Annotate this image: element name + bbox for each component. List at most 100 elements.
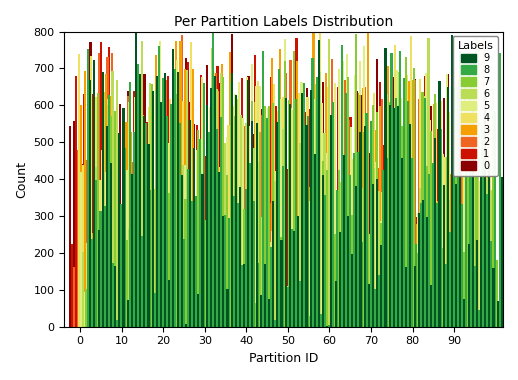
Bar — [160, 171, 162, 327]
Bar — [362, 242, 364, 327]
Bar — [461, 204, 463, 327]
Bar — [90, 55, 92, 327]
Bar — [442, 154, 444, 327]
Bar — [400, 279, 402, 327]
Bar — [123, 293, 126, 327]
Bar — [84, 289, 87, 327]
Bar — [477, 51, 479, 327]
Bar — [114, 111, 116, 327]
Bar — [295, 99, 297, 327]
Bar — [254, 102, 256, 327]
Bar — [437, 128, 439, 327]
Bar — [127, 97, 130, 327]
Bar — [141, 236, 143, 327]
Bar — [451, 35, 453, 327]
Bar — [133, 91, 135, 327]
Bar — [169, 217, 171, 327]
Bar — [289, 104, 291, 327]
Bar — [163, 264, 165, 327]
Bar — [418, 213, 420, 327]
Bar — [81, 256, 83, 327]
Bar — [346, 189, 348, 327]
Bar — [185, 58, 187, 327]
Bar — [322, 175, 324, 327]
Bar — [157, 242, 159, 327]
Bar — [306, 128, 308, 327]
Bar — [268, 299, 270, 327]
Bar — [239, 142, 241, 327]
Bar — [368, 153, 370, 327]
Bar — [84, 292, 87, 327]
Bar — [279, 220, 281, 327]
Bar — [487, 118, 489, 327]
Bar — [391, 52, 393, 327]
Bar — [452, 305, 454, 327]
Bar — [172, 223, 175, 327]
Bar — [203, 89, 205, 327]
Bar — [137, 64, 139, 327]
Bar — [138, 326, 140, 327]
Bar — [322, 82, 324, 327]
Bar — [357, 188, 359, 327]
Bar — [245, 189, 247, 327]
Bar — [298, 143, 300, 327]
Bar — [132, 240, 134, 327]
Bar — [300, 82, 303, 327]
Bar — [385, 176, 387, 327]
Bar — [77, 173, 79, 327]
Bar — [255, 124, 257, 327]
Bar — [376, 179, 378, 327]
Bar — [192, 69, 194, 327]
Bar — [359, 132, 362, 327]
Bar — [492, 198, 494, 327]
Bar — [416, 224, 419, 327]
Bar — [394, 290, 396, 327]
Bar — [229, 94, 231, 327]
Bar — [102, 72, 104, 327]
Bar — [468, 128, 470, 327]
Bar — [289, 100, 291, 327]
Bar — [264, 264, 266, 327]
Bar — [340, 45, 342, 327]
Bar — [376, 112, 378, 327]
Bar — [271, 59, 273, 327]
Bar — [249, 163, 251, 327]
Bar — [189, 120, 191, 327]
Bar — [239, 187, 241, 327]
Bar — [273, 253, 275, 327]
Bar — [368, 292, 370, 327]
Bar — [384, 48, 386, 327]
Bar — [411, 158, 413, 327]
Bar — [376, 59, 378, 327]
Bar — [204, 155, 206, 327]
Bar — [379, 106, 381, 327]
Bar — [441, 159, 443, 327]
Bar — [383, 232, 385, 327]
Bar — [351, 246, 353, 327]
Bar — [432, 163, 434, 327]
Bar — [248, 76, 250, 327]
Bar — [430, 285, 432, 327]
Bar — [490, 190, 492, 327]
Bar — [275, 242, 277, 327]
Bar — [109, 202, 111, 327]
Bar — [318, 94, 320, 327]
Bar — [143, 74, 146, 327]
Bar — [373, 168, 376, 327]
Bar — [340, 182, 342, 327]
Bar — [312, 33, 314, 327]
Bar — [272, 128, 275, 327]
Bar — [457, 80, 459, 327]
Bar — [444, 264, 446, 327]
Bar — [420, 140, 422, 327]
Bar — [361, 227, 363, 327]
Bar — [426, 166, 428, 327]
Bar — [126, 240, 128, 327]
Bar — [97, 230, 99, 327]
Bar — [354, 117, 356, 327]
Bar — [145, 124, 147, 327]
Bar — [306, 88, 308, 327]
Bar — [348, 120, 350, 327]
Bar — [286, 287, 289, 327]
Bar — [163, 133, 165, 327]
